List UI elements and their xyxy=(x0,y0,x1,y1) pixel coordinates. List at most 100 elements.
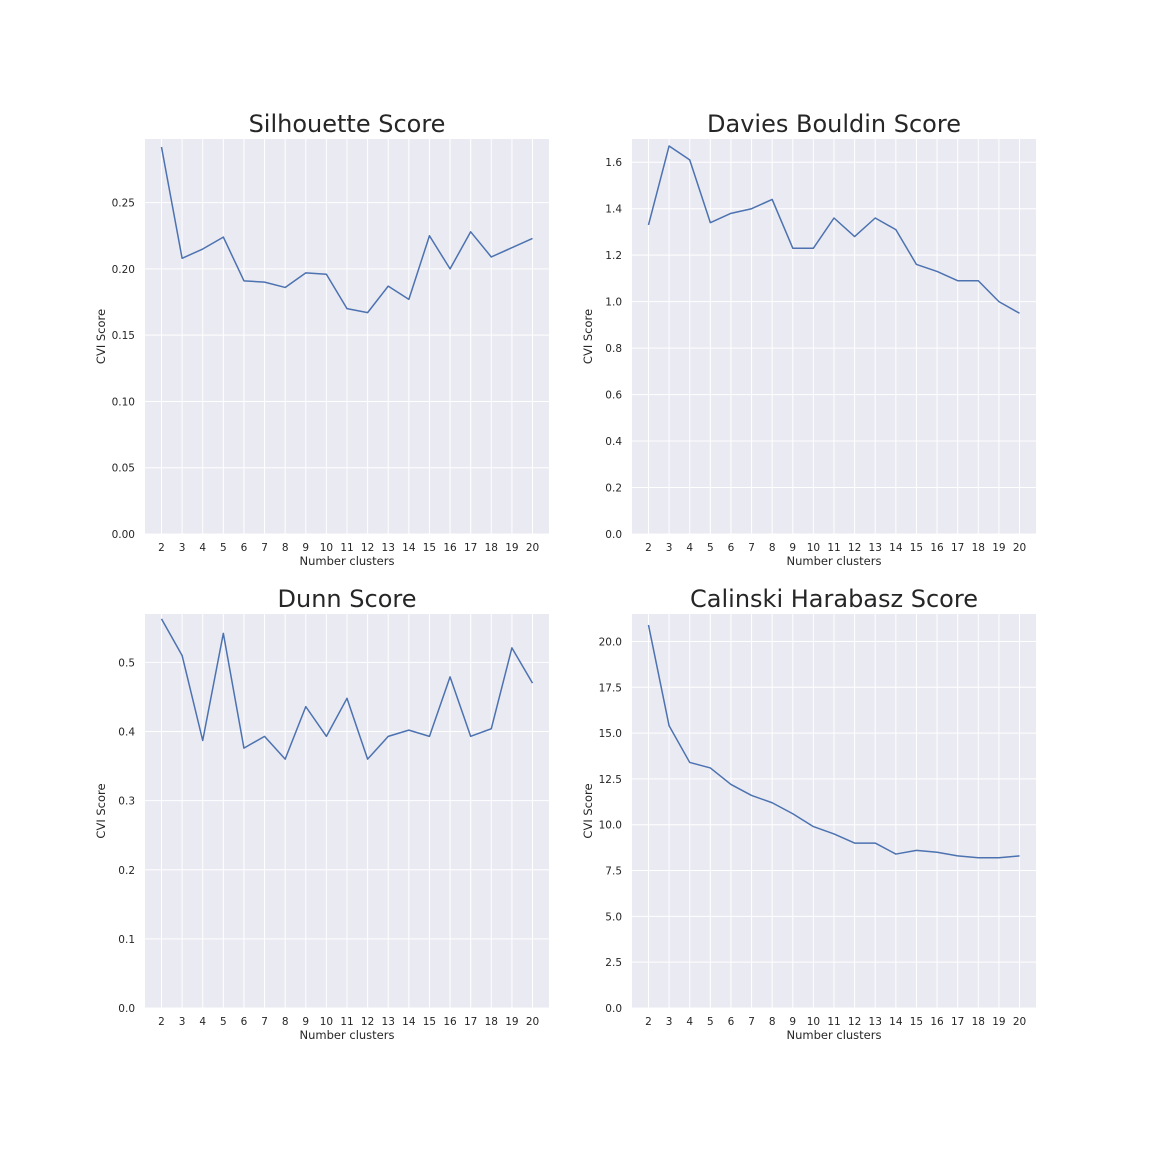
series-line xyxy=(647,145,1020,314)
data-point xyxy=(469,230,472,233)
data-point xyxy=(791,812,794,815)
x-tick-label: 7 xyxy=(261,542,268,554)
chart-title: Davies Bouldin Score xyxy=(707,110,961,138)
series-line xyxy=(160,146,533,314)
x-tick-label: 5 xyxy=(220,1016,227,1028)
data-point xyxy=(709,221,712,224)
data-point xyxy=(874,842,877,845)
y-tick-label: 0.05 xyxy=(112,463,135,475)
x-tick-label: 14 xyxy=(889,1016,903,1028)
x-tick-label: 4 xyxy=(199,1016,206,1028)
data-point xyxy=(531,237,534,240)
data-point xyxy=(181,257,184,260)
data-point xyxy=(242,747,245,750)
data-point xyxy=(201,739,204,742)
data-point xyxy=(915,263,918,266)
x-tick-label: 6 xyxy=(241,542,248,554)
data-point xyxy=(812,247,815,250)
x-tick-label: 8 xyxy=(769,1016,776,1028)
x-tick-label: 19 xyxy=(505,542,518,554)
x-tick-label: 4 xyxy=(686,542,693,554)
y-axis-label: CVI Score xyxy=(94,783,108,838)
y-axis-label: CVI Score xyxy=(94,309,108,364)
y-tick-label: 1.2 xyxy=(605,250,622,262)
x-tick-label: 17 xyxy=(951,1016,964,1028)
y-tick-label: 0.20 xyxy=(112,264,135,276)
data-point xyxy=(222,632,225,635)
data-point xyxy=(407,298,410,301)
x-axis-label: Number clusters xyxy=(787,1028,882,1042)
x-tick-label: 3 xyxy=(179,1016,186,1028)
x-tick-label: 6 xyxy=(728,1016,735,1028)
data-point xyxy=(853,235,856,238)
x-tick-label: 14 xyxy=(889,542,903,554)
data-point xyxy=(449,267,452,270)
x-tick-label: 13 xyxy=(869,1016,882,1028)
x-tick-label: 9 xyxy=(789,542,796,554)
x-tick-label: 10 xyxy=(807,1016,820,1028)
data-point xyxy=(325,273,328,276)
x-tick-label: 20 xyxy=(1013,1016,1026,1028)
data-point xyxy=(407,729,410,732)
data-point xyxy=(647,623,650,626)
data-point xyxy=(936,270,939,273)
x-tick-label: 5 xyxy=(707,1016,714,1028)
x-tick-label: 16 xyxy=(930,542,944,554)
data-point xyxy=(531,682,534,685)
x-tick-label: 10 xyxy=(320,542,333,554)
x-tick-label: 19 xyxy=(505,1016,518,1028)
chart-title: Silhouette Score xyxy=(249,110,446,138)
x-tick-label: 12 xyxy=(361,542,374,554)
y-tick-label: 0.0 xyxy=(118,1003,135,1015)
y-tick-label: 1.4 xyxy=(605,204,622,216)
series-line xyxy=(647,624,1020,859)
data-point xyxy=(956,279,959,282)
x-tick-label: 15 xyxy=(910,542,923,554)
x-tick-label: 2 xyxy=(645,542,652,554)
x-tick-label: 7 xyxy=(748,1016,755,1028)
x-tick-label: 11 xyxy=(827,542,840,554)
x-tick-label: 5 xyxy=(220,542,227,554)
x-tick-label: 10 xyxy=(807,542,820,554)
panel-davies-bouldin: 2 3 4 5 6 7 8 9 10 11 12 13 14 15 16 17 18 19 20 0.0 0.2 0.4 0… xyxy=(581,110,1036,568)
x-tick-label: 20 xyxy=(1013,542,1026,554)
data-point xyxy=(956,854,959,857)
y-tick-label: 0.0 xyxy=(605,1003,622,1015)
data-point xyxy=(668,144,671,147)
x-tick-label: 17 xyxy=(951,542,964,554)
data-point xyxy=(812,825,815,828)
data-point xyxy=(750,794,753,797)
data-point xyxy=(874,217,877,220)
y-tick-label: 0.2 xyxy=(605,483,622,495)
panel-silhouette: 2 3 4 5 6 7 8 9 10 11 12 13 14 15 16 17 18 19 20 0.00 0.05 0.… xyxy=(94,110,549,568)
x-tick-label: 17 xyxy=(464,542,477,554)
data-point xyxy=(222,236,225,239)
y-tick-label: 0.5 xyxy=(118,657,135,669)
x-tick-label: 17 xyxy=(464,1016,477,1028)
data-point xyxy=(997,856,1000,859)
data-point xyxy=(729,212,732,215)
x-tick-label: 3 xyxy=(666,1016,673,1028)
y-tick-label: 1.0 xyxy=(605,297,622,309)
x-tick-label: 5 xyxy=(707,542,714,554)
data-point xyxy=(181,654,184,657)
y-axis-label: CVI Score xyxy=(581,783,595,838)
y-tick-label: 15.0 xyxy=(599,728,622,740)
data-point xyxy=(304,271,307,274)
data-point xyxy=(346,697,349,700)
x-tick-label: 18 xyxy=(972,542,985,554)
data-point xyxy=(304,705,307,708)
x-tick-label: 7 xyxy=(261,1016,268,1028)
x-tick-label: 16 xyxy=(443,542,457,554)
y-tick-label: 5.0 xyxy=(605,911,622,923)
x-tick-label: 2 xyxy=(645,1016,652,1028)
y-tick-label: 0.8 xyxy=(605,343,622,355)
data-point xyxy=(366,311,369,314)
data-point xyxy=(160,617,163,620)
data-point xyxy=(833,832,836,835)
x-tick-label: 16 xyxy=(930,1016,944,1028)
data-point xyxy=(428,735,431,738)
y-tick-label: 12.5 xyxy=(599,774,622,786)
data-point xyxy=(284,758,287,761)
